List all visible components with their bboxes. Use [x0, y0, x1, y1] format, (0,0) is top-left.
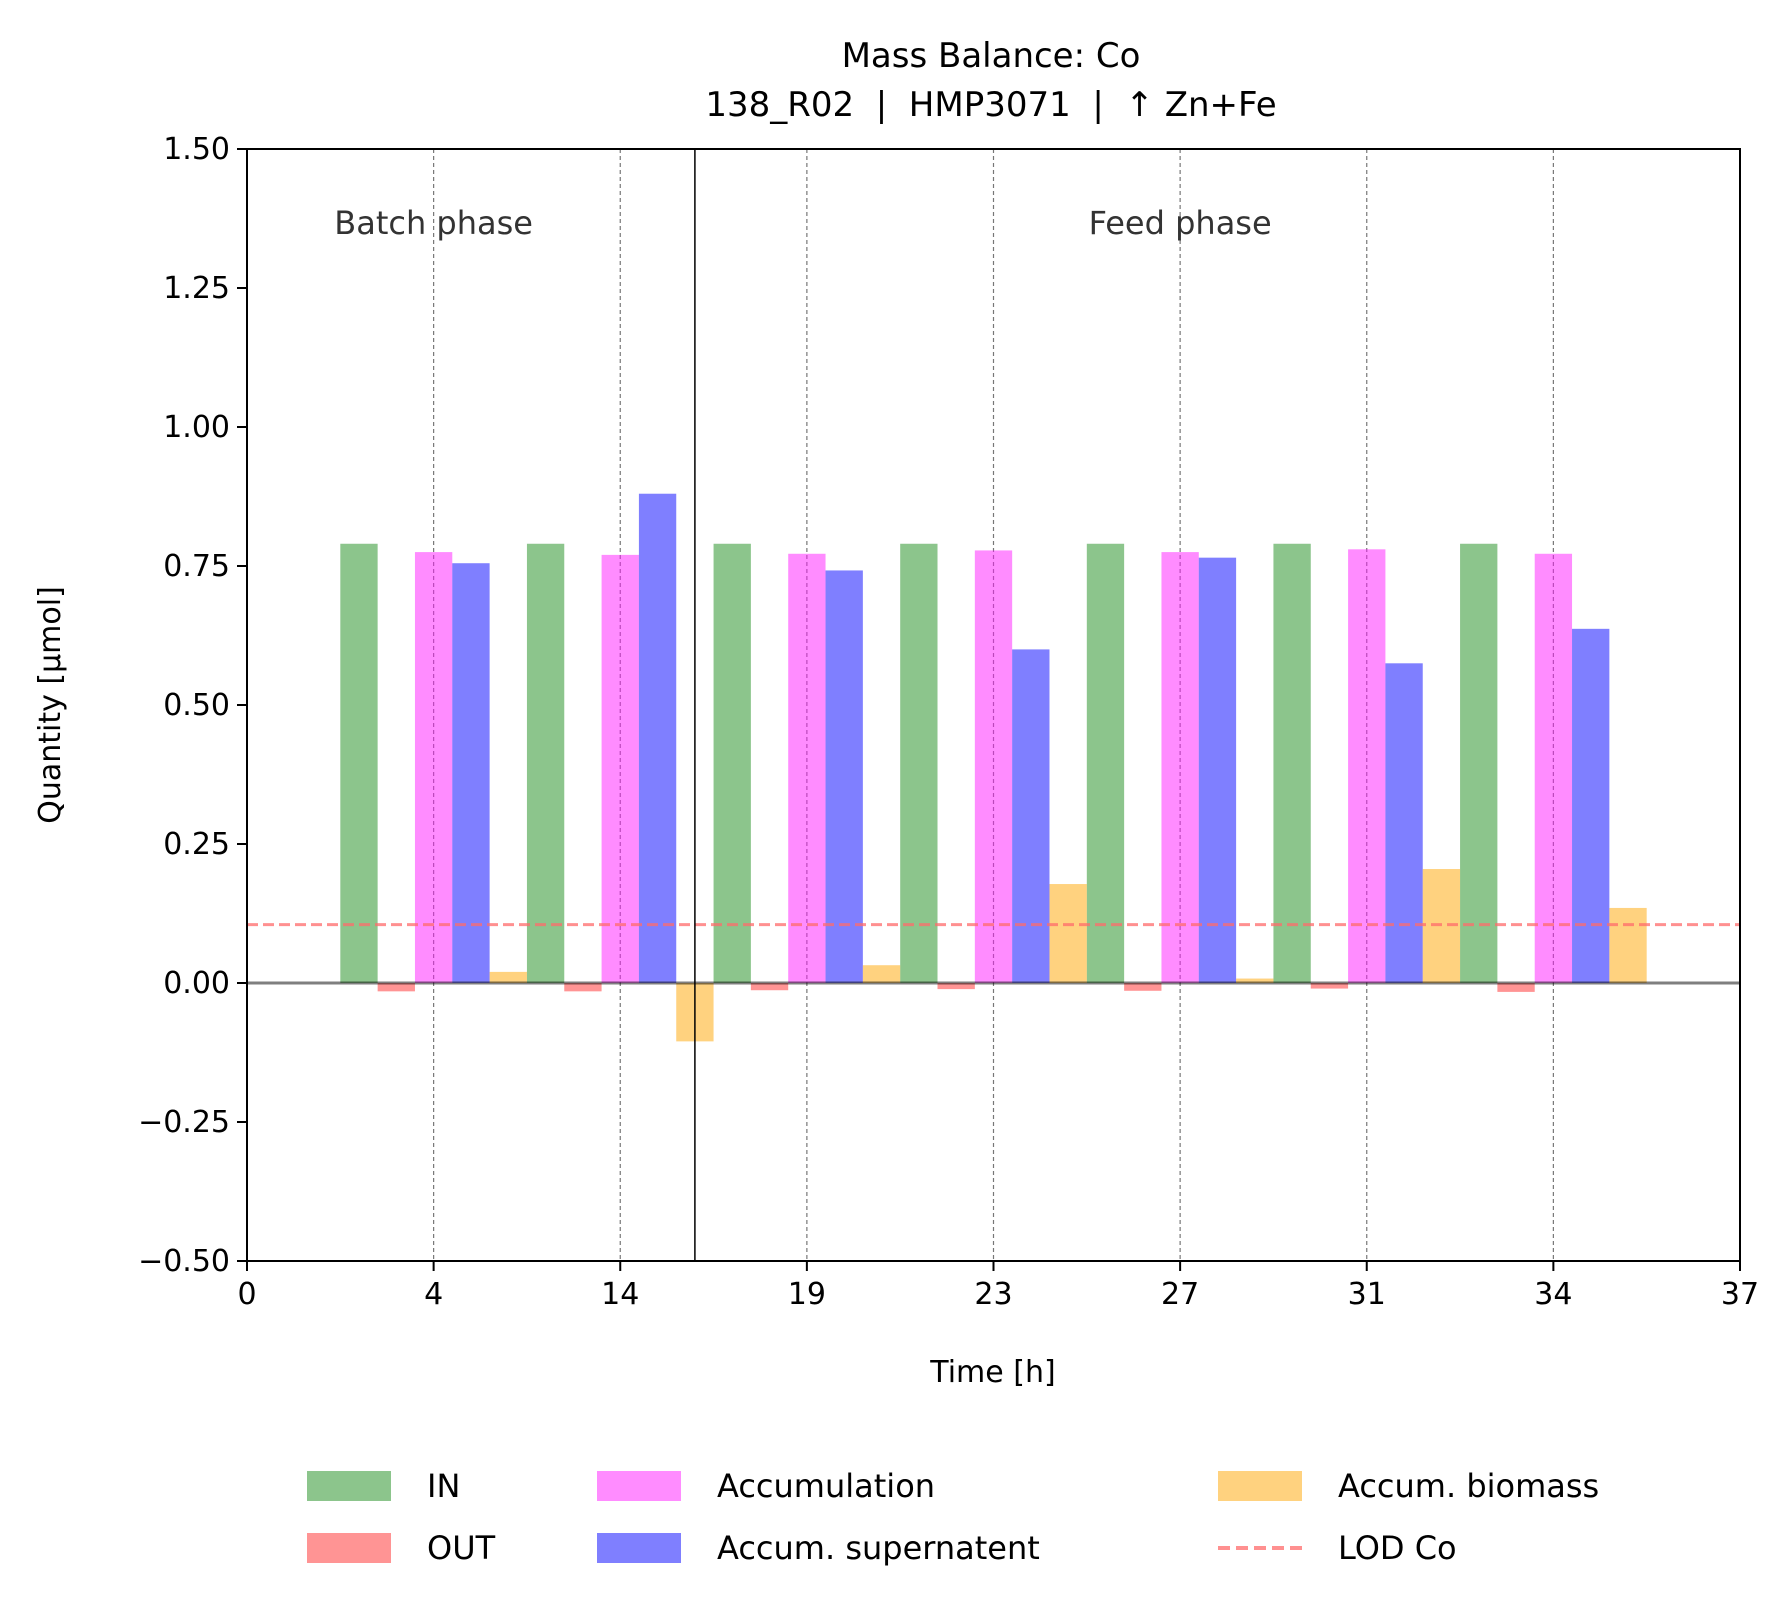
- phase-label: Feed phase: [1089, 204, 1272, 242]
- bar-out: [377, 983, 415, 992]
- x-tick-label: 34: [1534, 1277, 1572, 1312]
- x-tick-label: 19: [788, 1277, 826, 1312]
- bar-accumulation: [788, 553, 826, 983]
- legend-label: IN: [427, 1467, 460, 1505]
- bar-accumulation: [414, 552, 453, 983]
- x-tick-label: 23: [974, 1277, 1012, 1312]
- bar-accumulation: [974, 550, 1013, 983]
- bar-accumulation: [601, 554, 639, 983]
- legend-label: LOD Co: [1338, 1529, 1457, 1567]
- legend: IN Accumulation Accum. biomass OUT Accum. su…: [307, 1467, 1599, 1567]
- bar-in: [526, 543, 565, 983]
- y-tick-label: 1.25: [163, 271, 230, 306]
- y-axis: −0.50 −0.25 0.00 0.25 0.50 0.75 1.00 1.25 1.50: [138, 132, 247, 1279]
- y-tick-label: 0.50: [163, 688, 230, 723]
- legend-label: Accum. supernatent: [717, 1529, 1040, 1567]
- bar-out: [1497, 983, 1535, 992]
- x-tick-label: 31: [1348, 1277, 1386, 1312]
- legend-swatch: [1218, 1471, 1302, 1501]
- x-tick-label: 0: [237, 1277, 256, 1312]
- bar-out: [1310, 983, 1349, 989]
- legend-swatch: [307, 1533, 391, 1563]
- chart-title: Mass Balance: Co: [842, 36, 1141, 76]
- x-tick-label: 4: [424, 1277, 443, 1312]
- y-tick-label: 1.00: [163, 410, 230, 445]
- legend-label: Accum. biomass: [1338, 1467, 1599, 1505]
- bar-accum-supernatent: [1385, 663, 1423, 983]
- bar-accumulation: [1534, 553, 1573, 983]
- chart-subtitle: 138_R02 | HMP3071 | ↑ Zn+Fe: [705, 85, 1276, 125]
- bar-accum-supernatent: [1572, 628, 1610, 983]
- y-tick-label: 1.50: [163, 132, 230, 167]
- bar-accum-biomass: [1049, 884, 1087, 983]
- y-tick-label: −0.25: [138, 1105, 230, 1140]
- reference-lines: [247, 149, 1740, 1261]
- bar-accum-biomass: [862, 965, 901, 983]
- bar-in: [713, 543, 751, 983]
- bar-accum-biomass: [1236, 978, 1274, 983]
- bars-group: [340, 493, 1647, 1042]
- bar-accumulation: [1161, 552, 1199, 983]
- bar-out: [750, 983, 789, 991]
- x-tick-label: 14: [601, 1277, 639, 1312]
- y-tick-label: 0.25: [163, 827, 230, 862]
- bar-accum-supernatent: [452, 563, 490, 983]
- legend-swatch: [597, 1533, 681, 1563]
- bar-accum-biomass: [489, 971, 527, 983]
- bar-out: [937, 983, 975, 990]
- x-axis-label: Time [h]: [929, 1355, 1055, 1390]
- phase-label: Batch phase: [334, 204, 533, 242]
- bar-in: [340, 543, 378, 983]
- y-tick-label: 0.00: [163, 966, 230, 1001]
- bar-out: [564, 983, 602, 992]
- bar-in: [1086, 543, 1125, 983]
- bar-accum-supernatent: [638, 493, 677, 983]
- bar-accum-supernatent: [1012, 649, 1050, 983]
- bar-in: [1460, 543, 1498, 983]
- bar-out: [1124, 983, 1162, 991]
- bar-accum-biomass: [1609, 907, 1647, 983]
- bar-accum-supernatent: [1198, 557, 1237, 983]
- legend-label: OUT: [427, 1529, 496, 1567]
- y-tick-label: −0.50: [138, 1244, 230, 1279]
- bar-in: [1273, 543, 1311, 983]
- legend-swatch: [307, 1471, 391, 1501]
- y-tick-label: 0.75: [163, 549, 230, 584]
- phase-labels: Batch phase Feed phase: [334, 204, 1271, 242]
- x-tick-label: 37: [1721, 1277, 1759, 1312]
- bar-accum-supernatent: [825, 570, 863, 983]
- x-axis: 0 4 14 19 23 27 31 34 37: [237, 1261, 1759, 1312]
- bar-accumulation: [1348, 549, 1386, 983]
- y-axis-label: Quantity [μmol]: [33, 586, 68, 824]
- legend-label: Accumulation: [717, 1467, 935, 1505]
- bar-in: [900, 543, 938, 983]
- x-tick-label: 27: [1161, 1277, 1199, 1312]
- legend-swatch: [597, 1471, 681, 1501]
